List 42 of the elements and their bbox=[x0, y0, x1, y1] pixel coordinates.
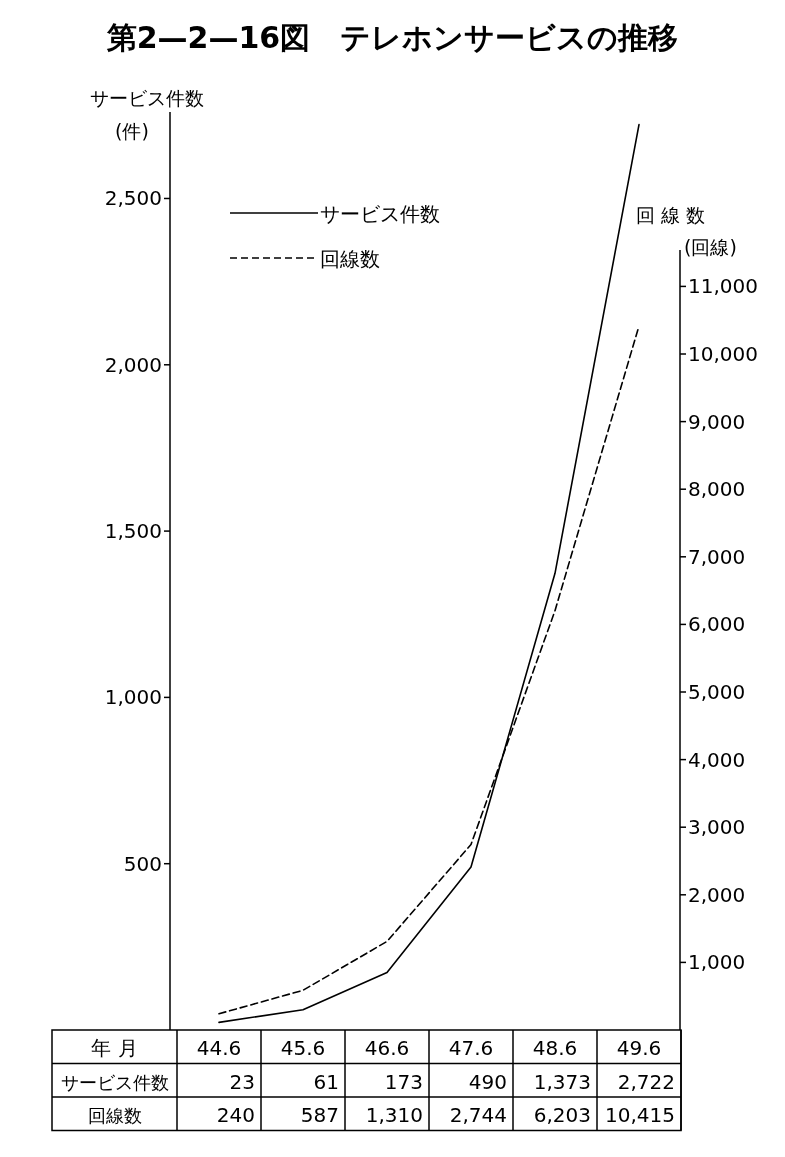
y2-tick-label: 6,000 bbox=[688, 612, 746, 637]
data-label: 2,744 bbox=[449, 1103, 507, 1127]
y2-tick-label: 11,000 bbox=[688, 274, 758, 299]
data-label: 23 bbox=[229, 1069, 255, 1094]
chart-title: 第2—2—16図 テレホンサービスの推移 bbox=[105, 20, 679, 55]
y2-tick-label: 4,000 bbox=[688, 747, 746, 772]
y-tick-label: 2,000 bbox=[104, 352, 162, 377]
x-tick-label: 44.6 bbox=[196, 1036, 242, 1060]
x-tick-label: 49.6 bbox=[616, 1036, 662, 1060]
y2-tick-label: 1,000 bbox=[688, 950, 746, 975]
y-tick-label: 500 bbox=[123, 851, 162, 876]
data-label: 1,310 bbox=[365, 1103, 423, 1127]
data-label: 61 bbox=[313, 1069, 339, 1094]
x-axis-title: 年 月 bbox=[91, 1036, 138, 1060]
x-tick-label: 45.6 bbox=[280, 1036, 326, 1060]
y2-tick-label: 5,000 bbox=[688, 680, 746, 704]
y2-axis-title: 回 線 数 (回線) bbox=[636, 204, 737, 258]
y-tick-label: 1,000 bbox=[104, 685, 162, 710]
data-label: 6,203 bbox=[533, 1103, 591, 1127]
legend-label: 回線数 bbox=[320, 247, 380, 271]
y2-tick-label: 8,000 bbox=[688, 477, 746, 502]
x-tick-label: 47.6 bbox=[448, 1036, 494, 1060]
data-label: 240 bbox=[216, 1103, 255, 1127]
data-label: 587 bbox=[300, 1103, 339, 1127]
data-label: 173 bbox=[384, 1069, 423, 1094]
y-tick-label: 1,500 bbox=[104, 519, 162, 544]
legend-label: サービス件数 bbox=[320, 202, 440, 226]
y2-tick-label: 2,000 bbox=[688, 882, 746, 907]
y2-tick-label: 9,000 bbox=[688, 409, 746, 434]
y2-tick-label: 10,000 bbox=[688, 342, 758, 367]
data-label: 1,373 bbox=[533, 1069, 591, 1094]
y-tick-label: 2,500 bbox=[104, 186, 162, 211]
x-tick-label: 48.6 bbox=[532, 1036, 578, 1060]
y2-tick-label: 3,000 bbox=[688, 815, 746, 840]
data-label: 2,722 bbox=[617, 1069, 675, 1094]
text: サービス件数 bbox=[60, 1071, 169, 1093]
text: 回線数 bbox=[87, 1105, 142, 1126]
y2-tick-label: 7,000 bbox=[688, 544, 746, 569]
x-tick-label: 46.6 bbox=[364, 1036, 410, 1060]
data-label: 10,415 bbox=[605, 1103, 675, 1127]
data-label: 490 bbox=[468, 1069, 507, 1094]
y-axis-title: サービス件数 (件) bbox=[90, 87, 204, 142]
